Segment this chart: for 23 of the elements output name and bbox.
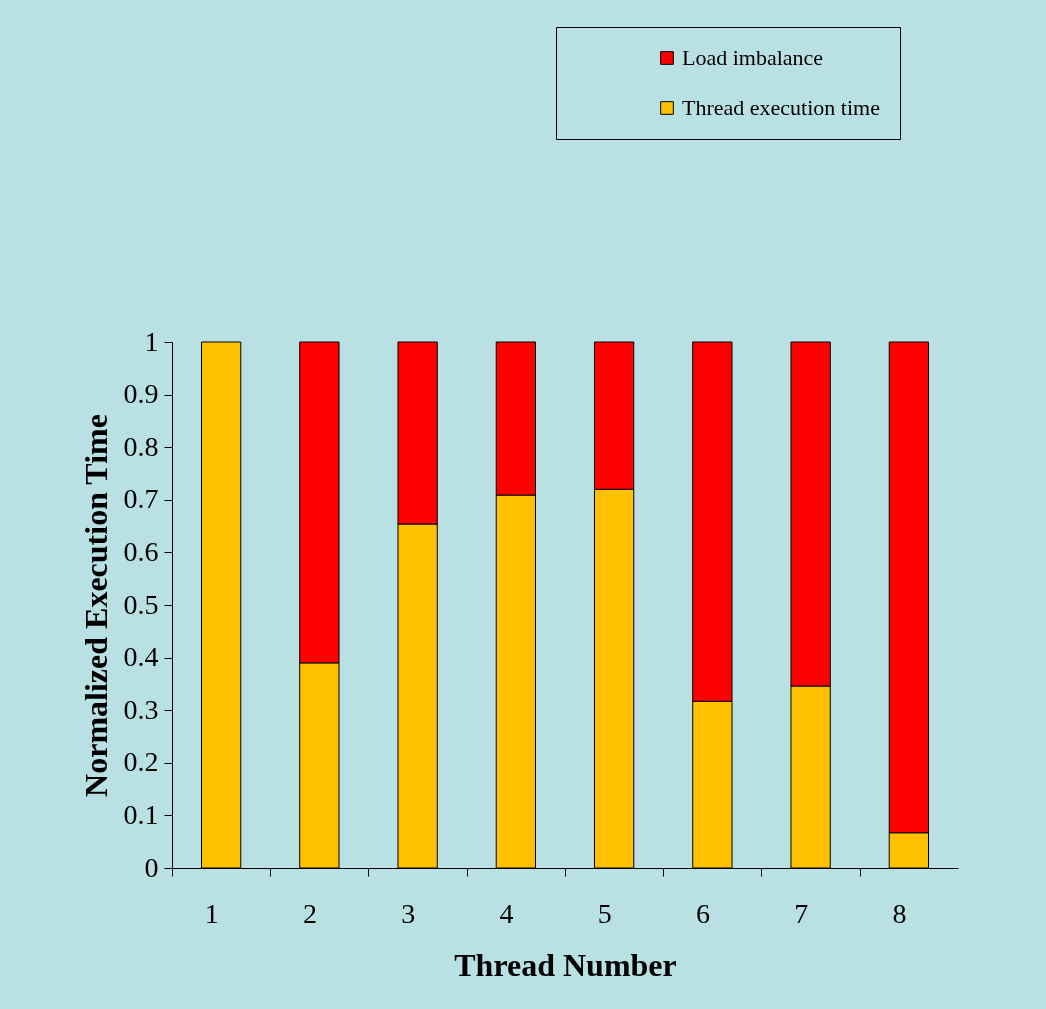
x-tick-label: 6 — [696, 897, 711, 929]
y-tick-label: 0.8 — [123, 430, 159, 462]
y-tick-label: 0 — [144, 851, 159, 883]
y-tick-label: 0.5 — [123, 588, 159, 620]
y-tick-label: 1 — [144, 325, 159, 357]
y-axis-title: Normalized Execution Time — [77, 414, 114, 797]
x-tick-label: 4 — [499, 897, 514, 929]
y-tick-label: 0.7 — [123, 483, 159, 515]
x-axis-title: Thread Number — [454, 946, 677, 983]
y-tick-label: 0.3 — [123, 693, 159, 725]
y-tick-label: 0.1 — [123, 798, 159, 830]
legend-label: Load imbalance — [682, 45, 824, 70]
x-tick-label: 8 — [892, 897, 907, 929]
x-tick-label: 2 — [303, 897, 318, 929]
legend-label: Thread execution time — [682, 95, 880, 120]
y-tick-label: 0.2 — [123, 746, 159, 778]
x-tick-label: 3 — [401, 897, 416, 929]
x-tick-label: 7 — [794, 897, 809, 929]
y-tick-label: 0.4 — [123, 641, 159, 673]
x-tick-label: 1 — [204, 897, 219, 929]
y-tick-label: 0.6 — [123, 535, 159, 567]
y-tick-label: 0.9 — [123, 378, 159, 410]
x-tick-label: 5 — [597, 897, 612, 929]
